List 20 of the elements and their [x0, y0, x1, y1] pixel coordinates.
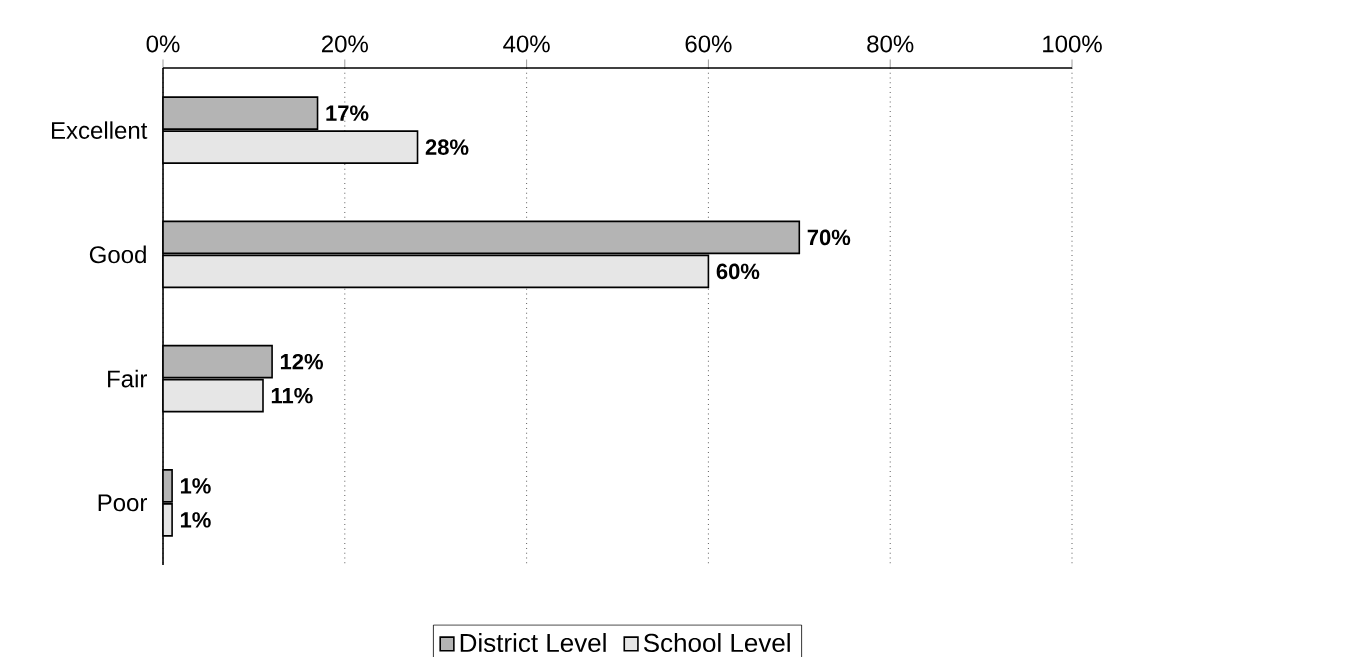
data-label: 11% — [271, 387, 313, 404]
legend-label: District Level — [460, 633, 606, 653]
x-tick-label: 20% — [321, 35, 368, 53]
data-label: 1% — [180, 512, 211, 528]
x-tick-label: 40% — [503, 35, 550, 53]
y-tick-label: Fair — [108, 369, 147, 388]
data-label: 28% — [425, 139, 469, 155]
x-tick-label: 100% — [1043, 35, 1102, 53]
legend-label: School Level — [643, 633, 790, 653]
data-label: 60% — [716, 263, 760, 280]
y-tick-label: Poor — [98, 494, 147, 512]
data-label: 1% — [180, 478, 211, 494]
x-tick-label: 0% — [146, 35, 180, 53]
data-label: 12% — [280, 353, 323, 370]
data-label: 70% — [807, 229, 851, 246]
x-tick-label: 80% — [867, 35, 914, 53]
x-tick-label: 60% — [685, 35, 732, 53]
y-tick-label: Good — [89, 245, 146, 264]
data-label: 17% — [326, 105, 369, 121]
y-tick-label: Excellent — [52, 121, 148, 139]
